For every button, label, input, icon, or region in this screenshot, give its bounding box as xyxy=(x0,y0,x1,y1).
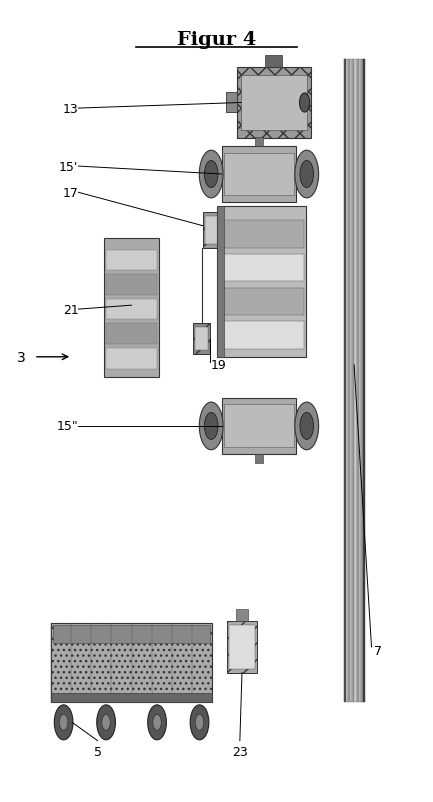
Ellipse shape xyxy=(199,151,223,199)
Bar xyxy=(224,405,294,448)
Text: 5: 5 xyxy=(94,745,102,759)
Bar xyxy=(195,327,208,351)
Bar xyxy=(348,59,350,703)
Bar xyxy=(255,137,263,147)
Ellipse shape xyxy=(300,94,310,113)
Ellipse shape xyxy=(204,161,218,188)
Bar xyxy=(216,207,224,358)
Bar xyxy=(357,59,359,703)
Bar xyxy=(255,454,263,464)
Text: 17: 17 xyxy=(63,187,78,200)
Ellipse shape xyxy=(190,705,209,740)
Ellipse shape xyxy=(199,403,223,450)
Text: 23: 23 xyxy=(232,745,248,759)
Bar xyxy=(354,59,357,703)
Bar xyxy=(219,288,304,316)
Bar xyxy=(106,250,157,271)
Bar xyxy=(222,399,296,454)
Bar xyxy=(203,213,222,248)
Bar xyxy=(350,59,352,703)
Ellipse shape xyxy=(300,413,313,439)
Ellipse shape xyxy=(295,403,319,450)
Ellipse shape xyxy=(195,715,204,731)
Bar xyxy=(205,217,220,245)
Text: 15": 15" xyxy=(57,420,78,433)
Text: 13: 13 xyxy=(63,103,78,115)
Bar xyxy=(363,59,365,703)
Ellipse shape xyxy=(97,705,116,740)
Bar xyxy=(104,238,159,377)
Bar xyxy=(224,153,294,196)
Ellipse shape xyxy=(153,715,162,731)
Bar xyxy=(236,610,249,622)
Ellipse shape xyxy=(54,705,73,740)
Bar xyxy=(106,349,157,369)
Bar xyxy=(361,59,363,703)
Bar xyxy=(216,207,306,358)
Bar xyxy=(106,299,157,320)
Bar xyxy=(229,626,255,669)
Text: 7: 7 xyxy=(374,645,381,658)
Bar xyxy=(227,622,257,673)
Bar xyxy=(241,75,307,132)
Bar xyxy=(237,67,311,139)
Bar xyxy=(106,324,157,345)
Bar xyxy=(346,59,348,703)
Bar xyxy=(51,623,212,703)
Bar xyxy=(193,324,210,354)
Bar xyxy=(219,221,304,248)
Bar xyxy=(359,59,361,703)
Text: 21: 21 xyxy=(63,303,78,316)
Text: Figur 4: Figur 4 xyxy=(177,31,256,49)
Bar xyxy=(53,625,210,643)
Bar xyxy=(352,59,354,703)
Text: 19: 19 xyxy=(211,358,227,372)
Ellipse shape xyxy=(300,161,313,188)
Bar xyxy=(222,147,296,203)
Ellipse shape xyxy=(295,151,319,199)
Bar xyxy=(219,254,304,282)
Bar xyxy=(226,93,237,113)
Text: 15': 15' xyxy=(59,160,78,173)
Bar xyxy=(265,56,282,67)
Text: 3: 3 xyxy=(16,350,26,364)
Bar xyxy=(219,322,304,350)
Bar xyxy=(51,693,212,703)
Ellipse shape xyxy=(148,705,166,740)
Bar xyxy=(344,59,346,703)
Ellipse shape xyxy=(204,413,218,439)
Bar xyxy=(106,275,157,295)
Ellipse shape xyxy=(102,715,110,731)
Ellipse shape xyxy=(59,715,68,731)
